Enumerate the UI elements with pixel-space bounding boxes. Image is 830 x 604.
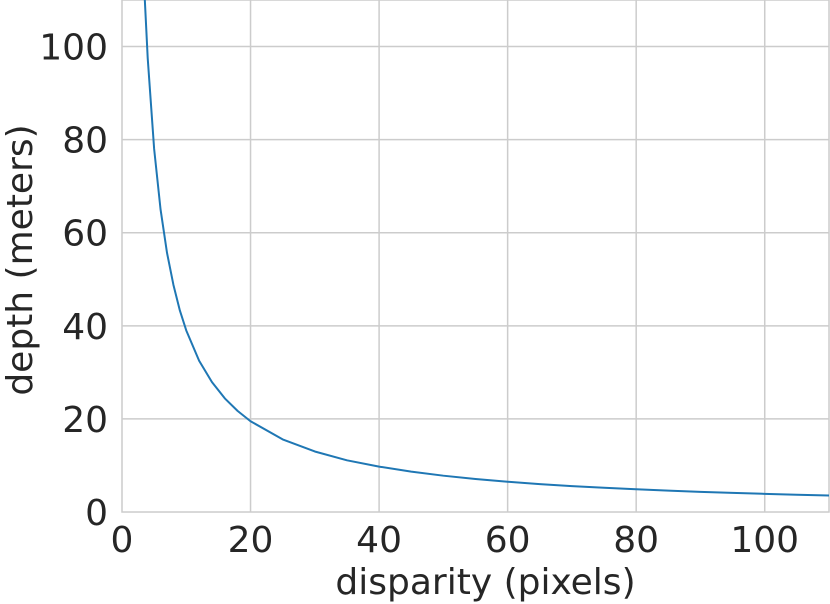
x-tick-label: 0	[111, 520, 134, 561]
y-tick-label: 80	[62, 121, 108, 162]
y-axis-ticks: 0 20 40 60 80 100	[39, 28, 108, 534]
x-tick-label: 20	[228, 520, 274, 561]
x-tick-label: 60	[485, 520, 531, 561]
grid	[121, 0, 830, 513]
series-layer	[143, 0, 829, 497]
y-axis-label: depth (meters)	[0, 124, 41, 395]
x-axis-ticks: 0 20 40 60 80 100	[111, 520, 800, 561]
x-tick-label: 80	[613, 520, 659, 561]
plot-frame	[121, 0, 830, 513]
y-tick-label: 20	[62, 400, 108, 441]
x-tick-label: 100	[730, 520, 799, 561]
x-axis-label: disparity (pixels)	[335, 562, 635, 603]
y-tick-label: 60	[62, 214, 108, 255]
y-tick-label: 100	[39, 28, 108, 69]
y-tick-label: 0	[85, 493, 108, 534]
x-tick-label: 40	[356, 520, 402, 561]
plot-area	[122, 0, 829, 512]
y-tick-label: 40	[62, 307, 108, 348]
series-line	[143, 0, 829, 497]
